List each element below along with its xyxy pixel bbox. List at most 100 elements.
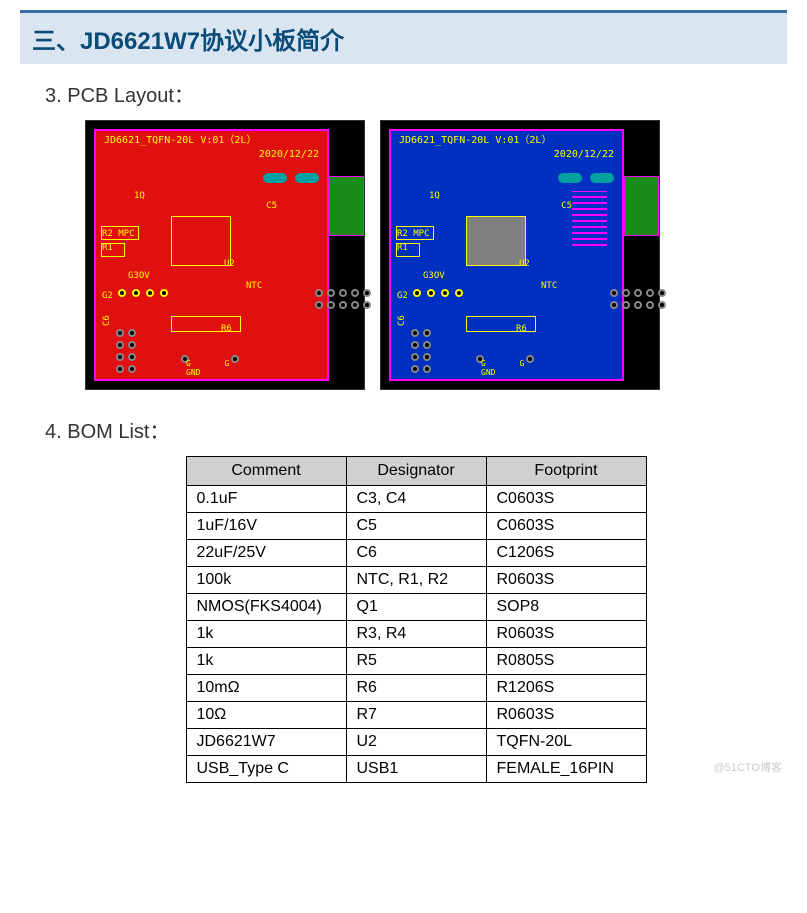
pcb-blue-layer: JD6621_TQFN-20L V:01（2L） 2020/12/22 R2 M…: [389, 129, 624, 381]
pcb-chip-u2: [171, 216, 231, 266]
table-row: 10mΩR6R1206S: [186, 675, 646, 702]
pcb-via: [128, 353, 136, 361]
pcb-label-c5: C5: [561, 201, 572, 211]
pcb-via: [363, 289, 371, 297]
pcb-pad-pill: [590, 173, 614, 183]
pcb-gnd-label: G GGND: [481, 359, 524, 377]
pcb-comp-rect: [171, 316, 241, 332]
table-cell: R0603S: [486, 567, 646, 594]
pcb-via: [116, 329, 124, 337]
pcb-label-ntc: NTC: [541, 281, 557, 291]
table-cell: SOP8: [486, 594, 646, 621]
pcb-label-g3ov: G3OV: [128, 271, 150, 281]
pcb-via: [231, 355, 239, 363]
table-row: 0.1uFC3, C4C0603S: [186, 486, 646, 513]
pcb-via: [423, 341, 431, 349]
pcb-via: [423, 353, 431, 361]
table-cell: TQFN-20L: [486, 729, 646, 756]
table-cell: 1k: [186, 621, 346, 648]
table-cell: C0603S: [486, 513, 646, 540]
pcb-label-c6: C6: [397, 315, 407, 326]
table-cell: JD6621W7: [186, 729, 346, 756]
pcb-red-layer: JD6621_TQFN-20L V:01（2L） 2020/12/22 R2 M…: [94, 129, 329, 381]
pcb-via: [116, 341, 124, 349]
table-cell: NTC, R1, R2: [346, 567, 486, 594]
pcb-via: [411, 353, 419, 361]
pcb-via: [610, 289, 618, 297]
table-row: 1kR3, R4R0603S: [186, 621, 646, 648]
pcb-label-g2: G2: [102, 291, 113, 301]
table-row: 22uF/25VC6C1206S: [186, 540, 646, 567]
pcb-gnd-label: G GGND: [186, 359, 229, 377]
pcb-via: [351, 289, 359, 297]
section-header: 三、JD6621W7协议小板简介: [20, 10, 787, 64]
table-row: USB_Type CUSB1FEMALE_16PIN: [186, 756, 646, 783]
pcb-label-q1: 1Q: [134, 191, 145, 201]
table-cell: Q1: [346, 594, 486, 621]
pcb-chip-u2: [466, 216, 526, 266]
pcb-via: [327, 301, 335, 309]
table-cell: C3, C4: [346, 486, 486, 513]
pcb-via: [315, 301, 323, 309]
table-cell: 1k: [186, 648, 346, 675]
pcb-via: [339, 289, 347, 297]
table-cell: FEMALE_16PIN: [486, 756, 646, 783]
table-cell: R0603S: [486, 702, 646, 729]
pcb-via: [526, 355, 534, 363]
pcb-via: [634, 301, 642, 309]
pcb-comp-rect: [101, 226, 139, 240]
pcb-via: [413, 289, 421, 297]
bom-col-comment: Comment: [186, 457, 346, 486]
table-cell: 10mΩ: [186, 675, 346, 702]
pcb-title-text: JD6621_TQFN-20L V:01（2L）: [104, 135, 256, 147]
bom-section-title: 4. BOM List：: [45, 415, 787, 444]
pcb-board-bottom: JD6621_TQFN-20L V:01（2L） 2020/12/22 R2 M…: [380, 120, 660, 390]
pcb-via: [339, 301, 347, 309]
pcb-via: [622, 289, 630, 297]
pcb-pad-pill: [558, 173, 582, 183]
pcb-via: [116, 365, 124, 373]
table-cell: NMOS(FKS4004): [186, 594, 346, 621]
table-cell: USB1: [346, 756, 486, 783]
table-row: NMOS(FKS4004)Q1SOP8: [186, 594, 646, 621]
pcb-via: [634, 289, 642, 297]
pcb-via: [118, 289, 126, 297]
table-cell: C6: [346, 540, 486, 567]
table-cell: 100k: [186, 567, 346, 594]
table-cell: R1206S: [486, 675, 646, 702]
pcb-label-u2: U2: [519, 259, 530, 269]
bom-section: 4. BOM List： Comment Designator Footprin…: [45, 415, 787, 783]
pcb-comp-rect: [466, 316, 536, 332]
pcb-via: [441, 289, 449, 297]
table-row: 1uF/16VC5C0603S: [186, 513, 646, 540]
pcb-via: [146, 289, 154, 297]
pcb-via: [658, 289, 666, 297]
table-row: 100kNTC, R1, R2R0603S: [186, 567, 646, 594]
pcb-via: [351, 301, 359, 309]
pcb-via: [363, 301, 371, 309]
pcb-comp-rect: [396, 226, 434, 240]
pcb-via: [610, 301, 618, 309]
table-cell: C5: [346, 513, 486, 540]
table-cell: C0603S: [486, 486, 646, 513]
pcb-via: [427, 289, 435, 297]
bom-col-footprint: Footprint: [486, 457, 646, 486]
table-cell: R6: [346, 675, 486, 702]
table-cell: R0805S: [486, 648, 646, 675]
bom-header-row: Comment Designator Footprint: [186, 457, 646, 486]
pcb-date-text: 2020/12/22: [259, 149, 319, 160]
pcb-pad-pill: [295, 173, 319, 183]
table-cell: 22uF/25V: [186, 540, 346, 567]
table-row: JD6621W7U2TQFN-20L: [186, 729, 646, 756]
pcb-via: [411, 365, 419, 373]
pcb-via: [315, 289, 323, 297]
pcb-via: [132, 289, 140, 297]
pcb-section: 3. PCB Layout： JD6621_TQFN-20L V:01（2L） …: [45, 79, 787, 390]
pcb-via: [128, 341, 136, 349]
pcb-pad-pill: [263, 173, 287, 183]
pcb-date-text: 2020/12/22: [554, 149, 614, 160]
pcb-via: [411, 329, 419, 337]
table-row: 10ΩR7R0603S: [186, 702, 646, 729]
table-cell: R5: [346, 648, 486, 675]
pcb-label-u2: U2: [224, 259, 235, 269]
